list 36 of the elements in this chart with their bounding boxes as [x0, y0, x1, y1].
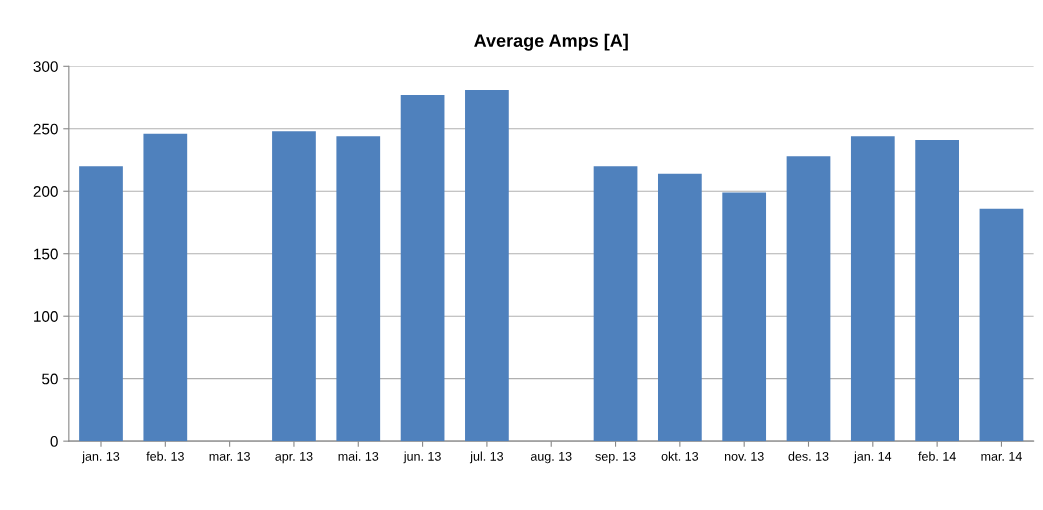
- x-tick-label: jul. 13: [469, 451, 504, 464]
- x-tick-label: sep. 13: [595, 451, 636, 464]
- bar: [79, 166, 123, 442]
- y-tick-label: 200: [33, 186, 58, 197]
- bar: [786, 156, 831, 442]
- x-tick-label: nov. 13: [724, 451, 764, 461]
- x-tick-label: apr. 13: [275, 451, 313, 464]
- x-tick-label: mar. 13: [209, 451, 250, 461]
- bar: [657, 173, 702, 442]
- x-tick-label: jan. 14: [853, 451, 892, 464]
- bar: [850, 136, 895, 442]
- x-tick-label: feb. 13: [146, 451, 184, 461]
- bar: [143, 133, 188, 442]
- y-tick-label: 150: [34, 248, 58, 260]
- y-tick-label: 0: [50, 436, 58, 447]
- y-tick-label: 100: [34, 311, 58, 322]
- y-tick-label: 300: [33, 61, 58, 72]
- bar: [272, 131, 316, 442]
- bar: [465, 90, 509, 442]
- bar: [722, 192, 767, 442]
- y-tick-label: 50: [42, 373, 58, 385]
- bar: [915, 140, 959, 442]
- bar: [593, 166, 638, 442]
- x-tick-label: jan. 13: [81, 451, 120, 464]
- bar: [336, 136, 381, 442]
- x-tick-label: mar. 14: [981, 452, 1022, 461]
- x-tick-label: des. 13: [788, 451, 829, 461]
- bar: [400, 95, 445, 442]
- chart-title: Average Amps [A]: [474, 33, 628, 51]
- x-tick-label: mai. 13: [338, 451, 379, 461]
- y-tick-label: 250: [33, 123, 58, 135]
- bar: [979, 208, 1024, 442]
- x-tick-label: aug. 13: [530, 451, 572, 464]
- x-tick-label: okt. 13: [661, 451, 699, 461]
- x-tick-label: jun. 13: [403, 451, 441, 464]
- x-tick-label: feb. 14: [918, 451, 956, 461]
